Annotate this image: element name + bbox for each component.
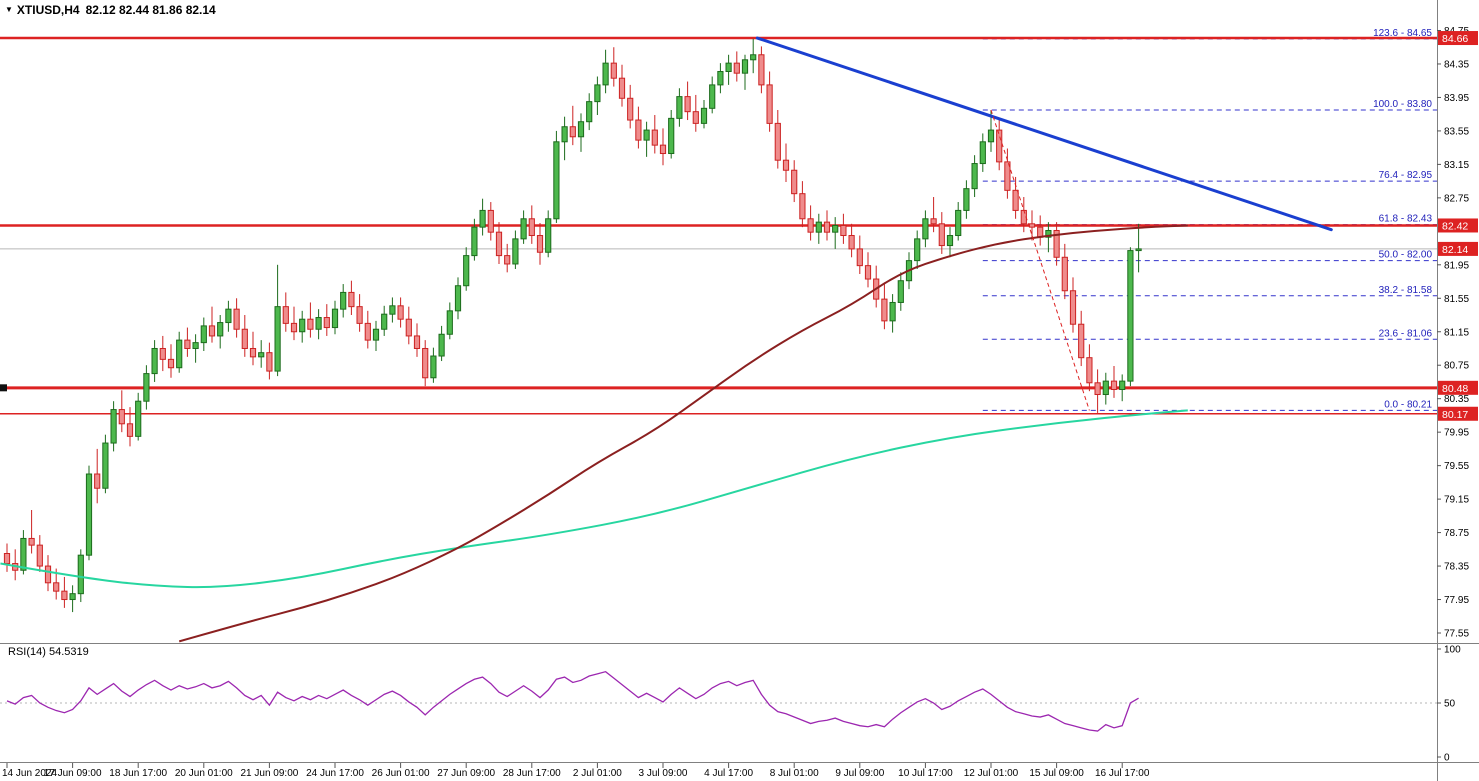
ohlc-readout: 82.12 82.44 81.86 82.14 [85,3,216,17]
svg-text:100.0 - 83.80: 100.0 - 83.80 [1373,99,1432,110]
svg-text:84.66: 84.66 [1442,33,1468,45]
rsi-axis: 100 50 0 [1437,645,1461,764]
chart-title: ▼ XTIUSD,H4 82.12 82.44 81.86 82.14 [5,3,216,17]
svg-text:100: 100 [1444,645,1461,656]
svg-text:77.95: 77.95 [1444,595,1469,606]
svg-text:23.6 - 81.06: 23.6 - 81.06 [1379,328,1433,339]
svg-text:79.55: 79.55 [1444,461,1469,472]
symbol-timeframe-label: XTIUSD,H4 [16,3,80,17]
svg-text:84.35: 84.35 [1444,59,1469,70]
svg-text:79.15: 79.15 [1444,495,1469,506]
svg-text:50.0 - 82.00: 50.0 - 82.00 [1379,250,1433,261]
svg-text:14 Jun 2024: 14 Jun 2024 [2,768,57,779]
svg-text:80.35: 80.35 [1444,394,1469,405]
svg-text:78.75: 78.75 [1444,528,1469,539]
svg-text:82.75: 82.75 [1444,193,1469,204]
svg-text:27 Jun 09:00: 27 Jun 09:00 [437,768,495,779]
svg-text:0: 0 [1444,753,1450,764]
svg-text:80.75: 80.75 [1444,361,1469,372]
chart-menu-triangle-icon[interactable]: ▼ [5,5,13,14]
descending-trendline[interactable] [755,36,1333,232]
svg-text:10 Jul 17:00: 10 Jul 17:00 [898,768,953,779]
svg-text:18 Jun 17:00: 18 Jun 17:00 [109,768,167,779]
svg-text:9 Jul 09:00: 9 Jul 09:00 [835,768,884,779]
svg-text:83.15: 83.15 [1444,160,1469,171]
svg-text:38.2 - 81.58: 38.2 - 81.58 [1379,285,1433,296]
svg-text:17 Jun 09:00: 17 Jun 09:00 [44,768,102,779]
svg-text:8 Jul 01:00: 8 Jul 01:00 [770,768,819,779]
svg-text:76.4 - 82.95: 76.4 - 82.95 [1379,170,1433,181]
svg-text:12 Jul 01:00: 12 Jul 01:00 [964,768,1019,779]
rsi-indicator-label: RSI(14) 54.5319 [8,646,89,658]
svg-text:26 Jun 01:00: 26 Jun 01:00 [372,768,430,779]
fib-anchor-dashed-line [990,109,1090,411]
svg-text:0.0 - 80.21: 0.0 - 80.21 [1384,399,1432,410]
svg-text:78.35: 78.35 [1444,562,1469,573]
support-resistance-lines[interactable] [0,36,1437,415]
svg-text:80.48: 80.48 [1442,383,1468,395]
svg-text:24 Jun 17:00: 24 Jun 17:00 [306,768,364,779]
svg-text:79.95: 79.95 [1444,428,1469,439]
svg-text:28 Jun 17:00: 28 Jun 17:00 [503,768,561,779]
price-badges: 84.66 82.42 80.48 80.17 82.14 [1438,31,1478,421]
fibonacci-retracement[interactable]: 123.6 - 84.65 100.0 - 83.80 76.4 - 82.95 61… [982,28,1437,411]
svg-text:3 Jul 09:00: 3 Jul 09:00 [639,768,688,779]
ma-teal-line [0,409,1188,589]
svg-text:2 Jul 01:00: 2 Jul 01:00 [573,768,622,779]
candlestick-series [3,38,1142,613]
svg-text:15 Jul 09:00: 15 Jul 09:00 [1029,768,1084,779]
price-axis[interactable]: 84.7584.3583.9583.5583.1582.7581.9581.55… [1437,26,1469,640]
svg-text:20 Jun 01:00: 20 Jun 01:00 [175,768,233,779]
svg-text:82.42: 82.42 [1442,220,1468,232]
svg-text:83.55: 83.55 [1444,126,1469,137]
svg-text:4 Jul 17:00: 4 Jul 17:00 [704,768,753,779]
svg-text:21 Jun 09:00: 21 Jun 09:00 [240,768,298,779]
svg-text:61.8 - 82.43: 61.8 - 82.43 [1379,214,1433,225]
rsi-line [6,670,1139,732]
svg-text:77.55: 77.55 [1444,629,1469,640]
svg-text:83.95: 83.95 [1444,93,1469,104]
svg-text:16 Jul 17:00: 16 Jul 17:00 [1095,768,1150,779]
svg-text:50: 50 [1444,699,1456,710]
svg-text:80.17: 80.17 [1442,409,1468,421]
svg-text:81.55: 81.55 [1444,294,1469,305]
svg-text:82.14: 82.14 [1442,244,1468,256]
svg-text:81.15: 81.15 [1444,327,1469,338]
svg-text:123.6 - 84.65: 123.6 - 84.65 [1373,28,1432,39]
svg-text:81.95: 81.95 [1444,260,1469,271]
ma-maroon-line [178,224,1188,643]
